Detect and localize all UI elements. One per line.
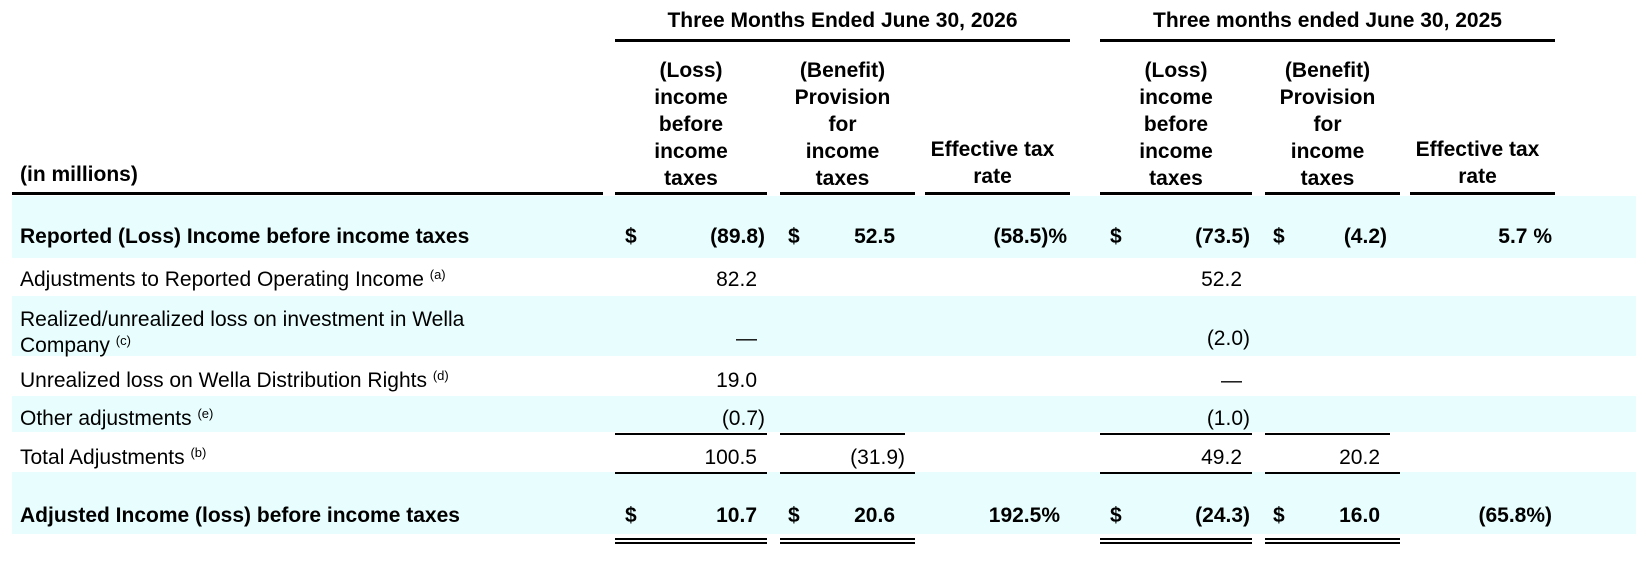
period-rule — [1100, 39, 1555, 42]
footnote-marker: (a) — [429, 267, 446, 282]
row-shade — [12, 472, 1636, 534]
cell-value: (65.8%) — [1478, 504, 1552, 527]
currency-symbol: $ — [625, 225, 637, 248]
cell-value: (4.2) — [1343, 225, 1387, 248]
cell-value: — — [1221, 369, 1242, 392]
col-header-pretax-2026: (Loss) income before income taxes — [654, 59, 728, 190]
cell-value: 82.2 — [716, 268, 757, 291]
cell-value: 16.0 — [1339, 504, 1380, 527]
cell-value: (58.5)% — [993, 225, 1067, 248]
row-shade — [12, 296, 1636, 356]
col-header-provision-2026: (Benefit) Provision for income taxes — [794, 59, 891, 190]
currency-symbol: $ — [1273, 504, 1285, 527]
period-rule — [615, 39, 1070, 42]
cell-value: 20.6 — [854, 504, 895, 527]
currency-symbol: $ — [625, 504, 637, 527]
header-rule — [615, 192, 767, 195]
header-rule — [1265, 192, 1400, 195]
subtotal-rule — [780, 472, 915, 474]
row-label: Other adjustments (e) — [20, 406, 214, 430]
header-rule — [925, 192, 1070, 195]
total-double-rule — [780, 538, 915, 544]
row-shade — [12, 396, 1636, 432]
cell-value: 5.7 % — [1498, 225, 1552, 248]
currency-symbol: $ — [788, 504, 800, 527]
total-double-rule — [1265, 538, 1400, 544]
cell-value: (89.8) — [710, 225, 765, 248]
subtotal-rule — [615, 433, 767, 435]
cell-value: (2.0) — [1206, 327, 1250, 350]
col-header-rate-2025: Effective tax rate — [1415, 138, 1540, 188]
period-header-2025: Three months ended June 30, 2025 — [1153, 9, 1502, 32]
cell-value: (1.0) — [1206, 407, 1250, 430]
header-rule — [1410, 192, 1555, 195]
footnote-marker: (c) — [115, 333, 131, 348]
unit-label: (in millions) — [20, 163, 138, 186]
cell-value: 49.2 — [1201, 446, 1242, 469]
header-rule — [12, 192, 603, 195]
cell-value: (73.5) — [1195, 225, 1250, 248]
total-double-rule — [1100, 538, 1252, 544]
col-header-rate-2026: Effective tax rate — [930, 138, 1055, 188]
col-header-provision-2025: (Benefit) Provision for income taxes — [1279, 59, 1376, 190]
cell-value: 20.2 — [1339, 446, 1380, 469]
subtotal-rule — [780, 433, 905, 435]
currency-symbol: $ — [1110, 225, 1122, 248]
cell-value: 19.0 — [716, 369, 757, 392]
subtotal-rule — [1265, 472, 1400, 474]
subtotal-rule — [615, 472, 767, 474]
cell-value: (31.9) — [850, 446, 905, 469]
total-double-rule — [615, 538, 767, 544]
currency-symbol: $ — [1110, 504, 1122, 527]
footnote-marker: (b) — [190, 445, 207, 460]
cell-value: 52.2 — [1201, 268, 1242, 291]
currency-symbol: $ — [788, 225, 800, 248]
cell-value: — — [736, 327, 757, 350]
cell-value: 100.5 — [704, 446, 757, 469]
col-header-pretax-2025: (Loss) income before income taxes — [1139, 59, 1213, 190]
row-label: Adjusted Income (loss) before income tax… — [20, 504, 460, 527]
cell-value: 10.7 — [716, 504, 757, 527]
footnote-marker: (e) — [197, 406, 214, 421]
cell-value: (0.7) — [721, 407, 765, 430]
cell-value: 192.5% — [988, 504, 1060, 527]
currency-symbol: $ — [1273, 225, 1285, 248]
row-label: Realized/unrealized loss on investment i… — [20, 308, 465, 357]
row-label: Adjustments to Reported Operating Income… — [20, 267, 446, 291]
subtotal-rule — [1100, 472, 1252, 474]
header-rule — [780, 192, 915, 195]
cell-value: 52.5 — [854, 225, 895, 248]
period-header-2026: Three Months Ended June 30, 2026 — [667, 9, 1018, 32]
row-label: Total Adjustments (b) — [20, 445, 207, 469]
row-shade — [12, 196, 1636, 258]
row-label: Reported (Loss) Income before income tax… — [20, 225, 470, 248]
footnote-marker: (d) — [432, 368, 449, 383]
header-rule — [1100, 192, 1252, 195]
row-label: Unrealized loss on Wella Distribution Ri… — [20, 368, 449, 392]
subtotal-rule — [1265, 433, 1390, 435]
subtotal-rule — [1100, 433, 1252, 435]
cell-value: (24.3) — [1195, 504, 1250, 527]
